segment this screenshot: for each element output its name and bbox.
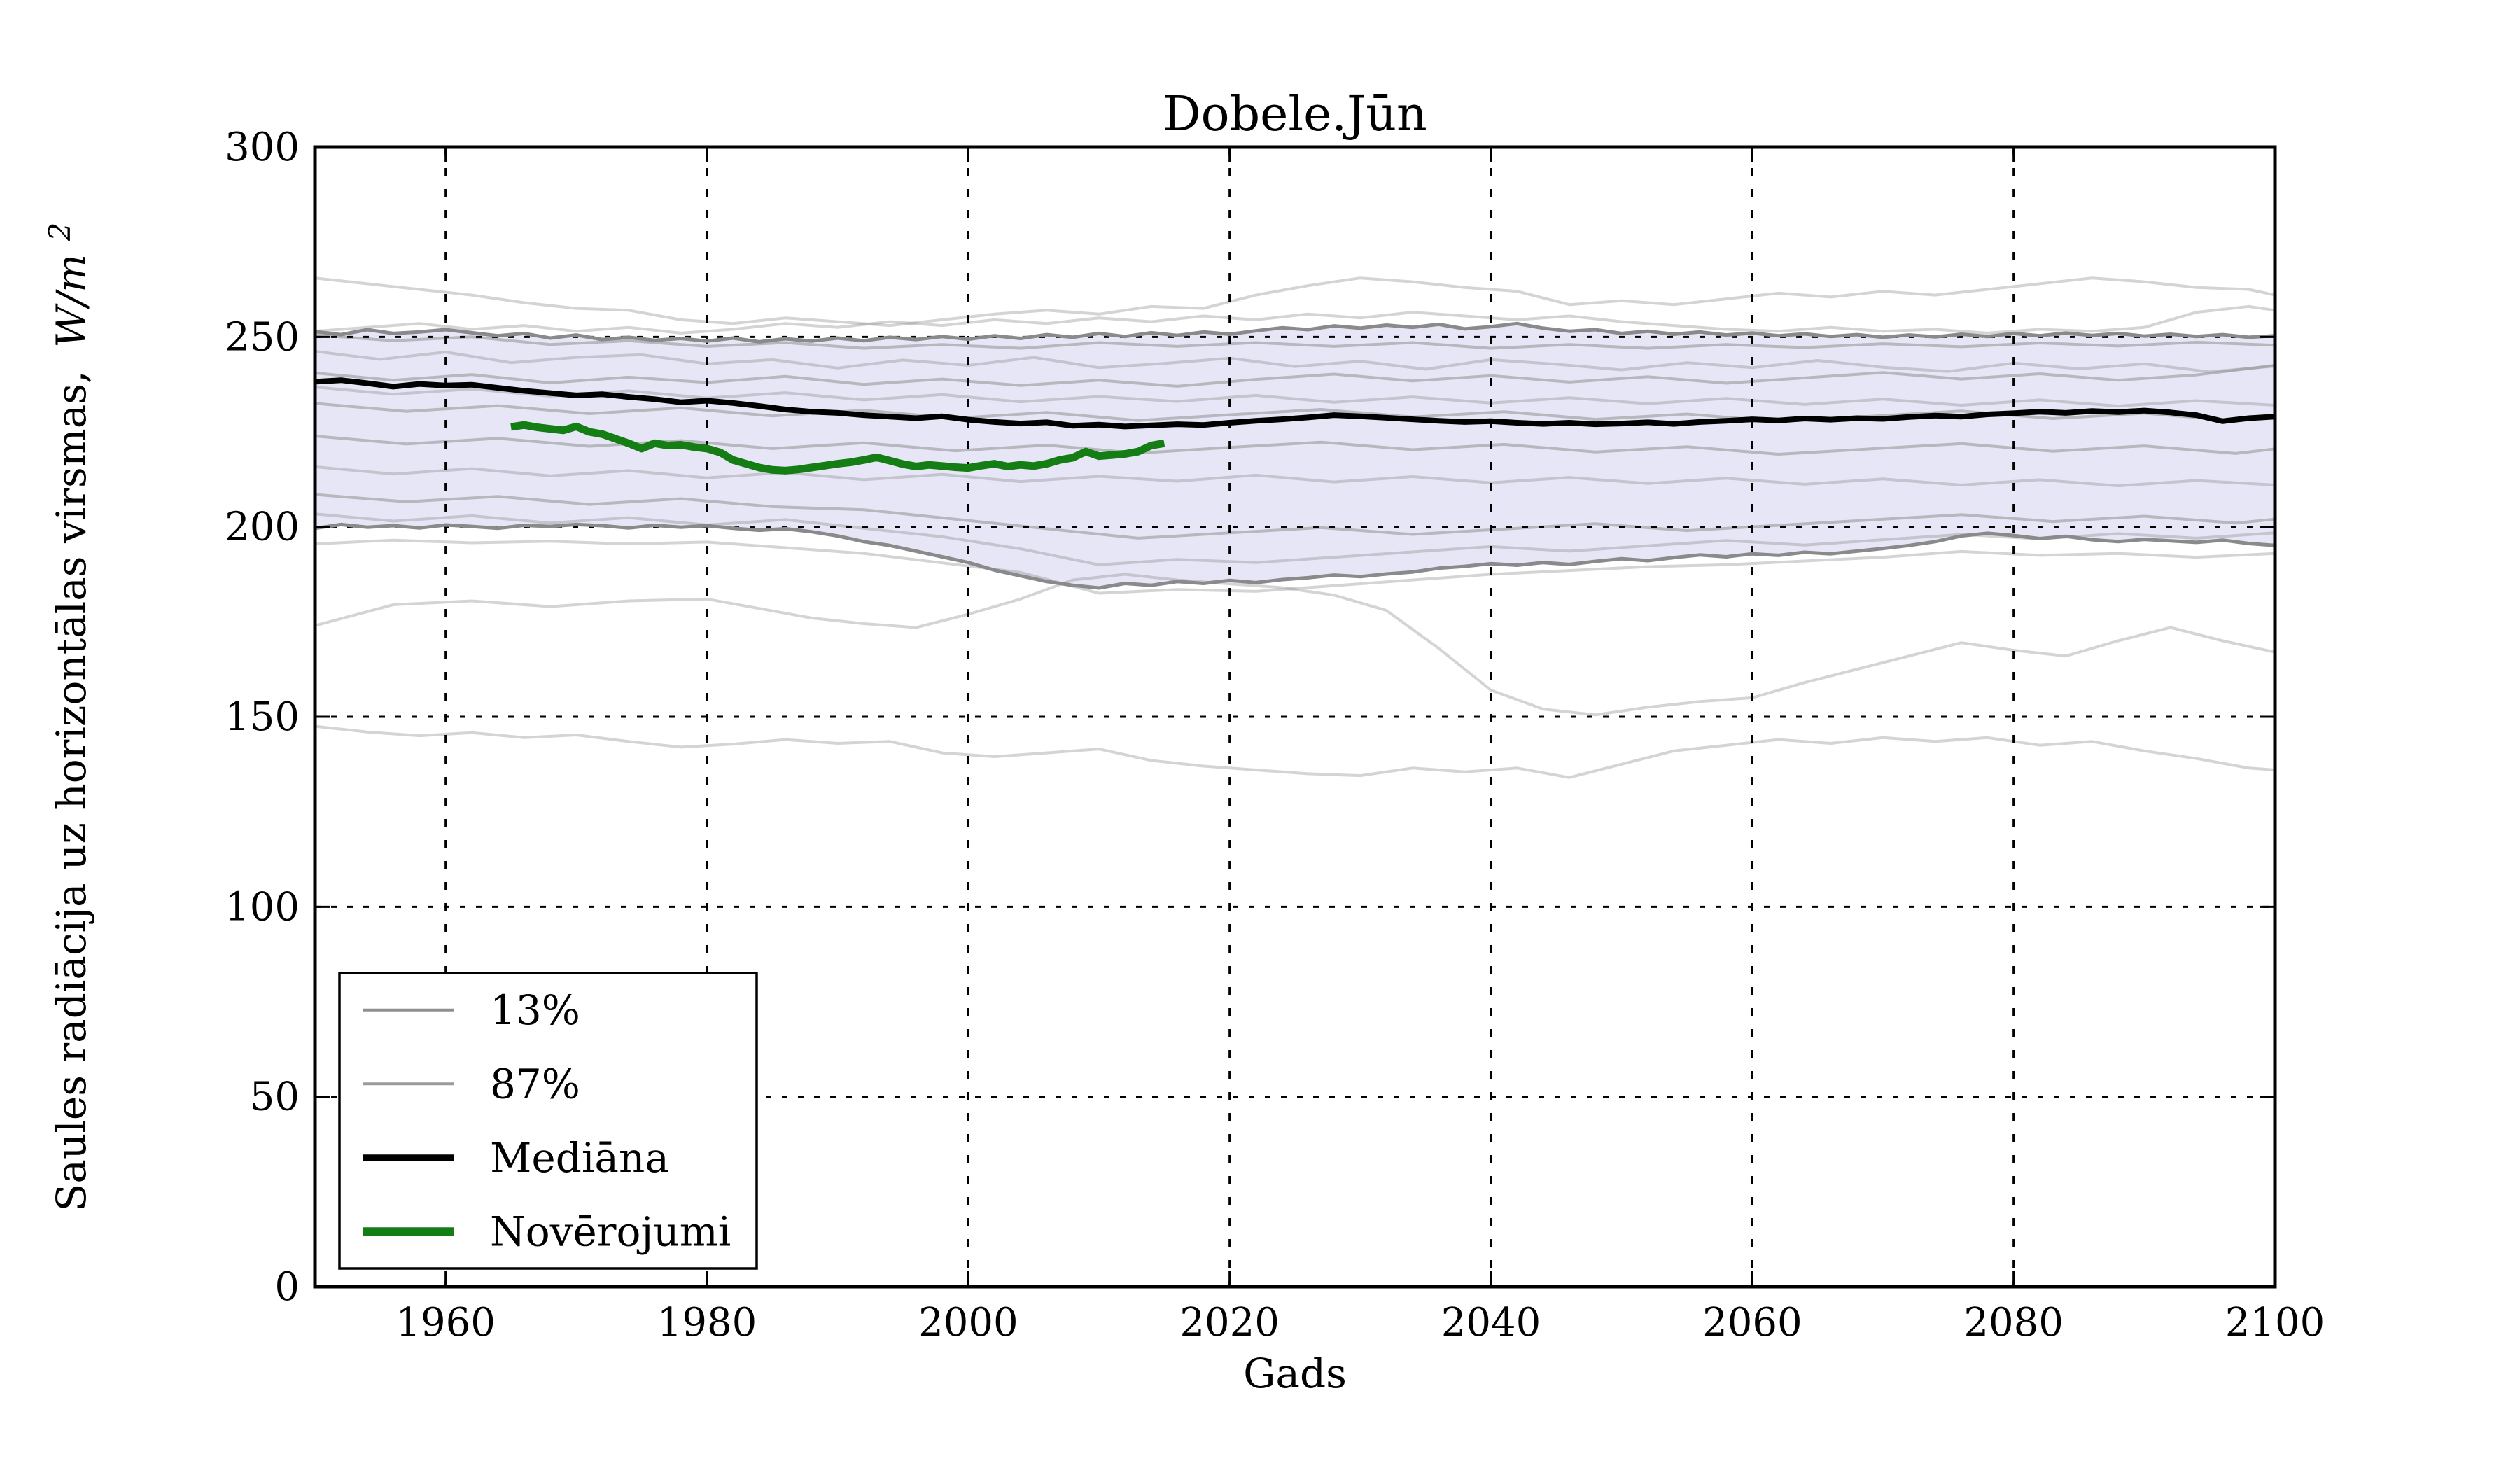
percentile-13-line <box>314 522 2276 590</box>
ensemble-line <box>314 538 2276 595</box>
plot-area: 1960 1980 2000 2020 2040 2060 2080 2100 0 50 100 15… <box>225 125 2325 1345</box>
x-tick-label: 1960 <box>396 1300 496 1345</box>
y-axis-unit: W/m <box>48 254 95 348</box>
legend-entry-label: 87% <box>490 1060 580 1107</box>
percentile-band <box>315 323 2275 588</box>
x-tick-label: 1980 <box>657 1300 757 1345</box>
x-tick-label: 2020 <box>1180 1300 1280 1345</box>
chart-title: Dobele.Jūn <box>1163 87 1427 142</box>
y-axis-label: Saules radiācija uz horizontālas virsmas… <box>43 223 95 1212</box>
observations-line <box>510 421 1166 475</box>
y-tick-label: 100 <box>225 884 300 930</box>
x-tick-label: 2040 <box>1441 1300 1541 1345</box>
legend-entry-label: Mediāna <box>490 1134 669 1182</box>
ensemble-line <box>314 465 2276 488</box>
legend-box <box>338 972 758 1270</box>
legend-entry-label: 13% <box>490 986 580 1034</box>
y-tick-label: 50 <box>250 1074 300 1120</box>
y-axis-label-text: Saules radiācija uz horizontālas virsmas… <box>48 370 95 1211</box>
y-tick-label: 0 <box>274 1264 300 1310</box>
y-tick-label: 200 <box>225 505 300 550</box>
ensemble-line <box>314 304 2276 335</box>
ensemble-line <box>314 386 2276 408</box>
percentile-87-line <box>314 321 2276 344</box>
ensemble-line <box>314 493 2276 540</box>
ensemble-line <box>314 512 2276 566</box>
ensemble-line <box>314 724 2276 779</box>
x-tick-label: 2060 <box>1702 1300 1802 1345</box>
y-tick-label: 300 <box>225 125 300 170</box>
x-axis-label: Gads <box>1243 1350 1347 1397</box>
ensemble-line <box>314 573 2276 717</box>
y-axis-unit-exponent: 2 <box>43 223 77 242</box>
ensemble-line <box>314 333 2276 350</box>
ensemble-line <box>314 350 2276 374</box>
legend-entry-label: Novērojumi <box>490 1208 731 1255</box>
y-tick-label: 150 <box>225 694 300 740</box>
ensemble-line <box>314 364 2276 388</box>
median-line <box>314 377 2276 430</box>
ensemble-line <box>314 276 2276 328</box>
y-tick-label: 250 <box>225 314 300 360</box>
x-tick-label: 2000 <box>918 1300 1018 1345</box>
x-tick-label: 2100 <box>2225 1300 2325 1345</box>
x-tick-label: 2080 <box>1963 1300 2064 1345</box>
